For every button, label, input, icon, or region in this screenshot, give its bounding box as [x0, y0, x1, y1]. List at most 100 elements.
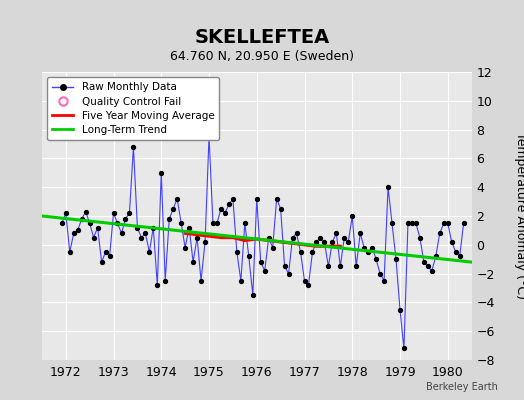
Point — [181, 244, 189, 251]
Point — [352, 263, 361, 270]
Point — [225, 201, 233, 208]
Point — [125, 210, 134, 216]
Point — [213, 220, 221, 226]
Point — [245, 253, 253, 260]
Point — [400, 345, 408, 352]
Point — [416, 234, 424, 241]
Point — [105, 253, 114, 260]
Point — [420, 259, 428, 265]
Point — [161, 278, 169, 284]
Point — [153, 282, 161, 288]
Point — [404, 220, 412, 226]
Point — [423, 263, 432, 270]
Point — [408, 220, 416, 226]
Point — [308, 249, 316, 255]
Point — [189, 259, 198, 265]
Point — [137, 234, 146, 241]
Point — [253, 196, 261, 202]
Point — [460, 220, 468, 226]
Point — [228, 196, 237, 202]
Point — [165, 216, 173, 222]
Point — [193, 234, 201, 241]
Point — [344, 239, 353, 245]
Point — [265, 234, 273, 241]
Point — [177, 220, 185, 226]
Point — [376, 270, 384, 277]
Point — [70, 230, 78, 236]
Point — [443, 220, 452, 226]
Text: SKELLEFTEA: SKELLEFTEA — [194, 28, 330, 47]
Point — [85, 220, 94, 226]
Point — [388, 220, 396, 226]
Point — [133, 224, 141, 231]
Point — [66, 249, 74, 255]
Point — [169, 206, 178, 212]
Legend: Raw Monthly Data, Quality Control Fail, Five Year Moving Average, Long-Term Tren: Raw Monthly Data, Quality Control Fail, … — [47, 77, 220, 140]
Point — [440, 220, 448, 226]
Text: Berkeley Earth: Berkeley Earth — [426, 382, 498, 392]
Text: 64.760 N, 20.950 E (Sweden): 64.760 N, 20.950 E (Sweden) — [170, 50, 354, 63]
Point — [312, 239, 321, 245]
Point — [113, 220, 122, 226]
Point — [73, 227, 82, 234]
Point — [380, 278, 388, 284]
Point — [316, 234, 324, 241]
Point — [277, 206, 285, 212]
Point — [93, 224, 102, 231]
Point — [101, 249, 110, 255]
Point — [58, 220, 66, 226]
Point — [364, 249, 373, 255]
Point — [428, 268, 436, 274]
Point — [272, 196, 281, 202]
Point — [292, 230, 301, 236]
Point — [412, 220, 420, 226]
Point — [260, 268, 269, 274]
Point — [205, 134, 213, 140]
Point — [368, 244, 376, 251]
Point — [288, 234, 297, 241]
Point — [340, 234, 348, 241]
Point — [197, 278, 205, 284]
Point — [110, 210, 118, 216]
Point — [336, 263, 344, 270]
Point — [372, 256, 380, 262]
Point — [384, 184, 392, 190]
Point — [233, 249, 241, 255]
Point — [280, 263, 289, 270]
Point — [455, 253, 464, 260]
Point — [248, 292, 257, 298]
Point — [62, 210, 70, 216]
Point — [173, 196, 181, 202]
Point — [324, 263, 333, 270]
Point — [285, 270, 293, 277]
Point — [149, 224, 158, 231]
Point — [209, 220, 217, 226]
Point — [396, 306, 404, 313]
Point — [332, 230, 341, 236]
Point — [392, 256, 400, 262]
Point — [297, 249, 305, 255]
Point — [356, 230, 364, 236]
Point — [348, 213, 356, 219]
Point — [241, 220, 249, 226]
Point — [121, 216, 129, 222]
Point — [201, 239, 209, 245]
Point — [304, 282, 313, 288]
Point — [452, 249, 460, 255]
Point — [141, 230, 149, 236]
Point — [328, 239, 336, 245]
Point — [432, 253, 440, 260]
Point — [90, 234, 98, 241]
Point — [300, 278, 309, 284]
Point — [217, 206, 225, 212]
Y-axis label: Temperature Anomaly (°C): Temperature Anomaly (°C) — [515, 132, 524, 300]
Point — [447, 239, 456, 245]
Point — [129, 144, 138, 150]
Point — [237, 278, 245, 284]
Point — [221, 210, 229, 216]
Point — [157, 170, 166, 176]
Point — [360, 244, 368, 251]
Point — [320, 239, 329, 245]
Point — [145, 249, 154, 255]
Point — [82, 208, 90, 215]
